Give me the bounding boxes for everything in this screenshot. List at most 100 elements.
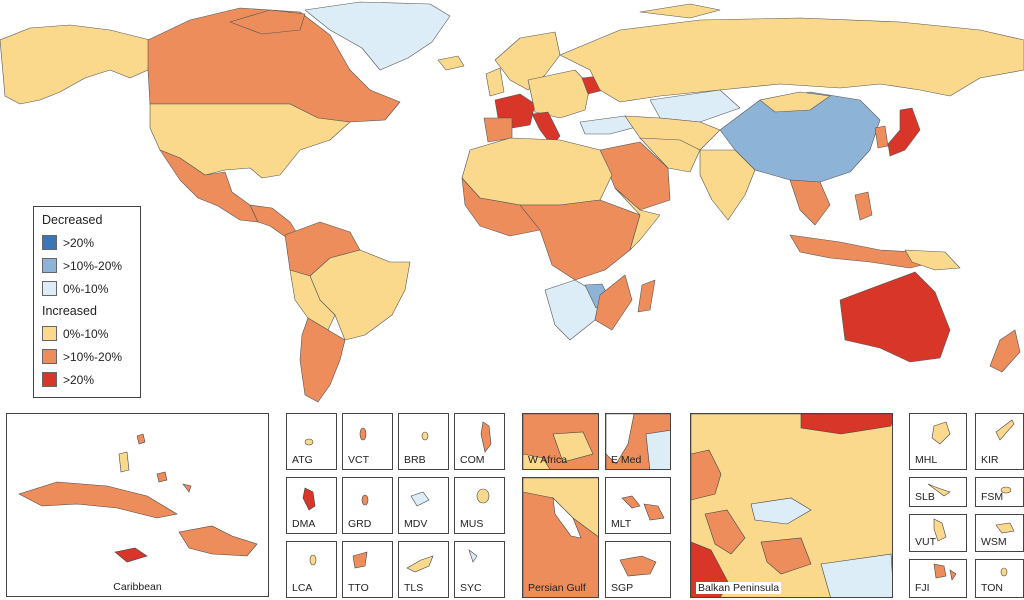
inset-w-africa: W Africa bbox=[522, 413, 599, 470]
inset-label: SYC bbox=[460, 582, 482, 594]
region-shape bbox=[931, 421, 951, 445]
region-shape bbox=[995, 419, 1015, 441]
inset-label: ATG bbox=[292, 454, 313, 466]
inset-kir: KIR bbox=[975, 413, 1024, 470]
region-turkey bbox=[579, 115, 641, 135]
region-shape bbox=[800, 414, 892, 435]
inset-fsm: FSM bbox=[975, 477, 1024, 507]
world-map bbox=[0, 1, 1024, 403]
inset-slb: SLB bbox=[909, 477, 967, 507]
inset-label: LCA bbox=[292, 582, 313, 594]
region-shape bbox=[309, 554, 317, 566]
region-shape bbox=[480, 421, 492, 453]
inset-lca: LCA bbox=[286, 541, 337, 598]
region-central-africa bbox=[519, 199, 641, 281]
inset-label: SLB bbox=[915, 491, 935, 503]
region-cuba bbox=[18, 481, 178, 519]
legend-swatch bbox=[42, 372, 57, 387]
region-small-islands bbox=[136, 433, 192, 493]
inset-label: BRB bbox=[404, 454, 426, 466]
region-shape bbox=[552, 497, 582, 539]
inset-label: WSM bbox=[981, 536, 1007, 548]
legend-swatch bbox=[42, 281, 57, 296]
legend-label: >20% bbox=[63, 372, 95, 387]
inset-label: MLT bbox=[611, 518, 632, 530]
region-greenland bbox=[304, 1, 451, 71]
inset-com: COM bbox=[454, 413, 505, 470]
inset-label: GRD bbox=[348, 518, 372, 530]
region-horn-of-africa bbox=[614, 187, 661, 251]
region-mongolia bbox=[759, 91, 831, 113]
inset-label: TON bbox=[981, 582, 1003, 594]
region-new-guinea bbox=[904, 249, 961, 271]
inset-label: MHL bbox=[915, 454, 938, 466]
region-shape bbox=[302, 487, 316, 511]
caribbean-map bbox=[18, 433, 258, 563]
inset-syc: SYC bbox=[454, 541, 505, 598]
inset-label: E Med bbox=[611, 454, 642, 466]
inset-label: FSM bbox=[981, 491, 1004, 503]
region-shape bbox=[606, 414, 635, 465]
inset-ton: TON bbox=[975, 559, 1024, 598]
legend-row: >10%-20% bbox=[42, 345, 132, 368]
region-shape bbox=[760, 537, 812, 575]
legend-label: 0%-10% bbox=[63, 326, 109, 341]
inset-label: KIR bbox=[981, 454, 999, 466]
region-central-europe bbox=[527, 69, 591, 119]
region-shape bbox=[468, 549, 478, 563]
inset-vut: VUT bbox=[909, 514, 967, 552]
region-shape bbox=[1000, 486, 1012, 494]
region-uk bbox=[485, 67, 505, 97]
region-shape bbox=[621, 495, 665, 521]
region-argentina bbox=[299, 317, 346, 403]
inset-label: VCT bbox=[348, 454, 369, 466]
inset-sgp: SGP bbox=[605, 541, 671, 598]
inset-vct: VCT bbox=[342, 413, 393, 470]
region-shape bbox=[523, 453, 551, 469]
region-shape bbox=[750, 497, 812, 525]
region-iran bbox=[639, 137, 701, 173]
region-shape bbox=[359, 427, 367, 441]
region-shape bbox=[645, 430, 670, 469]
inset-atg: ATG bbox=[286, 413, 337, 470]
inset-label: TTO bbox=[348, 582, 369, 594]
region-shape bbox=[476, 488, 490, 504]
inset-dma: DMA bbox=[286, 477, 337, 534]
region-shape bbox=[421, 431, 429, 441]
inset-mus: MUS bbox=[454, 477, 505, 534]
region-korea bbox=[874, 125, 889, 149]
region-scandinavia bbox=[494, 31, 561, 91]
inset-label: W Africa bbox=[528, 454, 568, 466]
region-australia bbox=[839, 271, 951, 363]
inset-fji: FJI bbox=[909, 559, 967, 598]
region-southeast-asia bbox=[789, 179, 831, 226]
inset-label: MUS bbox=[460, 518, 484, 530]
legend-row: >20% bbox=[42, 231, 132, 254]
inset-label: Caribbean bbox=[113, 581, 162, 593]
region-shape bbox=[927, 483, 951, 497]
region-shape bbox=[933, 518, 947, 542]
inset-tls: TLS bbox=[398, 541, 449, 598]
inset-brb: BRB bbox=[398, 413, 449, 470]
region-russia bbox=[559, 17, 1024, 103]
inset-label: SGP bbox=[611, 582, 634, 594]
inset-mdv: MDV bbox=[398, 477, 449, 534]
region-kazakhstan bbox=[649, 89, 741, 123]
region-shape bbox=[552, 431, 594, 463]
region-shape bbox=[619, 555, 657, 577]
inset-caribbean: Caribbean bbox=[6, 413, 269, 597]
region-shape bbox=[995, 522, 1015, 534]
region-west-africa bbox=[461, 177, 541, 237]
region-shape bbox=[933, 563, 957, 581]
region-shape bbox=[820, 553, 892, 597]
inset-persian-gulf: Persian Gulf bbox=[522, 477, 599, 598]
legend-row: 0%-10% bbox=[42, 322, 132, 345]
legend-swatch bbox=[42, 258, 57, 273]
inset-label: DMA bbox=[292, 518, 316, 530]
region-north-africa bbox=[461, 137, 613, 206]
inset-label: Balkan Peninsula bbox=[696, 582, 782, 594]
legend-row: 0%-10% bbox=[42, 277, 132, 300]
inset-label: TLS bbox=[404, 582, 424, 594]
legend-swatch bbox=[42, 326, 57, 341]
region-shape bbox=[691, 449, 722, 501]
